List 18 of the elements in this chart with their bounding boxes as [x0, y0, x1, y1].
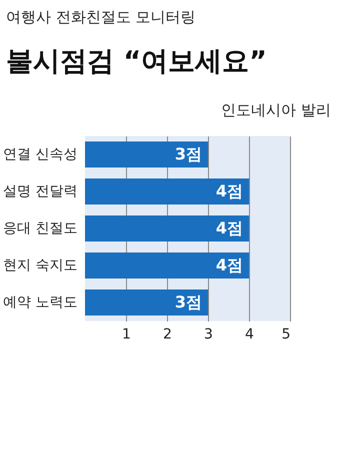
- x-tick-label: 1: [122, 326, 131, 342]
- data-label: 4점: [216, 256, 243, 274]
- text: 인도네시아 발리: [220, 100, 332, 120]
- y-tick-label: 현지 숙지도: [3, 258, 78, 274]
- y-tick-label: 응대 친절도: [3, 220, 78, 236]
- y-tick-label: 연결 신속성: [3, 146, 78, 162]
- data-label: 4점: [216, 218, 243, 238]
- x-tick-label: 4: [245, 326, 254, 342]
- data-label: 3점: [174, 144, 202, 164]
- x-tick-label: 3: [204, 326, 213, 342]
- chart-subtitle: 여행사 전화친절도 모니터링: [5, 7, 197, 27]
- chart-title: 불시점검 “여보세요”: [5, 45, 268, 79]
- x-tick-label: 5: [282, 326, 290, 342]
- data-label: 4점: [216, 182, 243, 200]
- y-tick-label: 설명 전달력: [3, 184, 78, 200]
- y-tick-label: 예약 노력도: [3, 294, 78, 310]
- x-tick-label: 2: [163, 326, 172, 342]
- data-label: 3점: [174, 292, 202, 312]
